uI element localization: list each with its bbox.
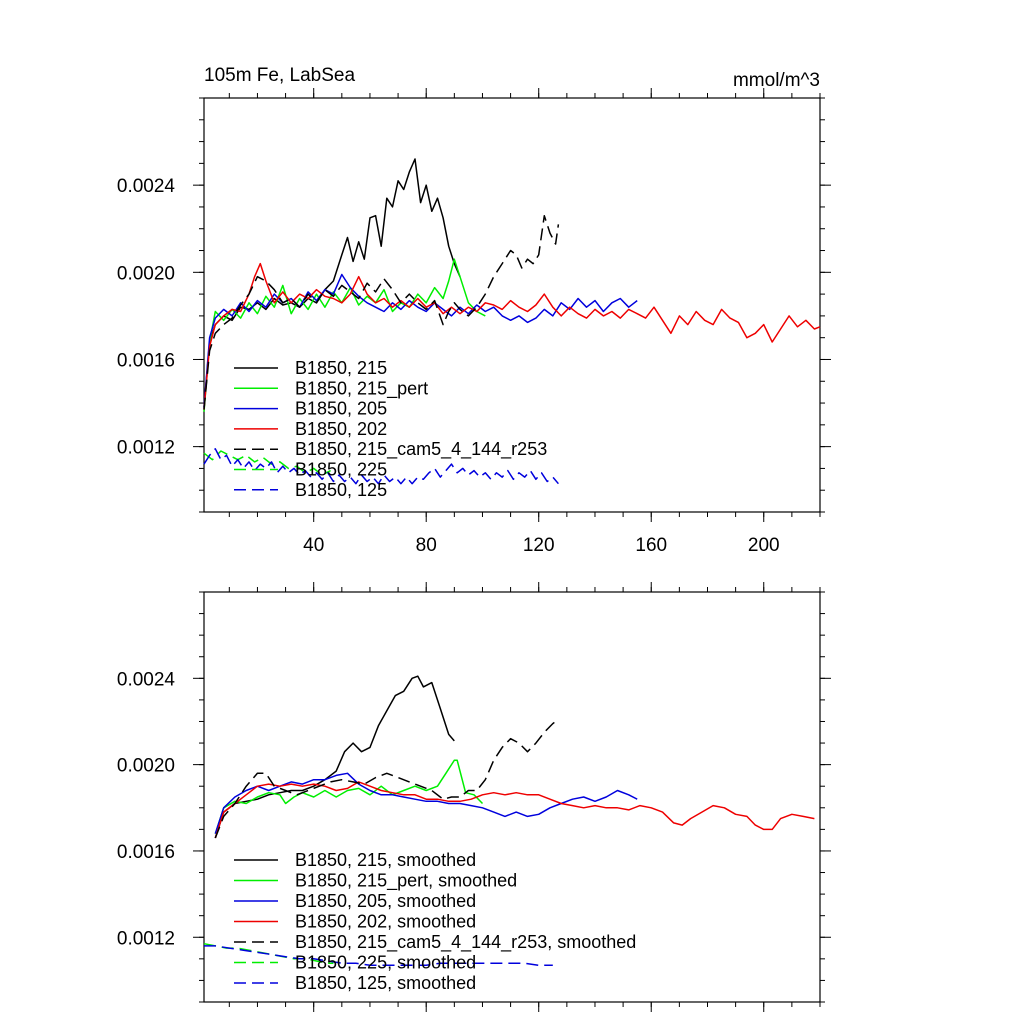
plot-frame xyxy=(203,97,821,513)
legend-label: B1850, 125 xyxy=(295,480,387,500)
legend-label: B1850, 215, smoothed xyxy=(295,850,476,870)
y-tick-label: 0.0012 xyxy=(117,438,175,459)
y-tick-label: 0.0012 xyxy=(117,928,175,949)
bottom-panel: 0.0012 0.0016 0.0020 0.0024 B1850, 215, smoo… xyxy=(117,582,831,1012)
y-tick-label: 0.0020 xyxy=(117,756,175,777)
series-line-3 xyxy=(203,273,638,408)
top-panel: 40 80 120 160 200 0.0012 0.0016 0.0020 0.0024 105… xyxy=(117,65,831,556)
y-tick-label: 0.0020 xyxy=(117,263,175,284)
x-tick-label: 160 xyxy=(635,535,667,556)
series-line-2 xyxy=(214,759,484,834)
legend-label: B1850, 202, smoothed xyxy=(295,912,476,932)
series-line-4 xyxy=(203,262,821,410)
y-tick-label: 0.0016 xyxy=(117,350,175,371)
x-tick-label: 40 xyxy=(303,535,324,556)
series-line-7 xyxy=(204,945,553,967)
legend-label: B1850, 125, smoothed xyxy=(295,973,476,993)
series-line-7 xyxy=(203,448,559,485)
y-tick-label: 0.0024 xyxy=(117,176,176,197)
series-line-2 xyxy=(203,258,486,412)
series-line-4 xyxy=(214,781,815,839)
x-tick-label: 120 xyxy=(523,535,555,556)
chart-title: 105m Fe, LabSea xyxy=(204,65,355,86)
legend-label: B1850, 215_pert xyxy=(295,378,428,399)
units-label: mmol/m^3 xyxy=(733,70,820,91)
legend-label: B1850, 225 xyxy=(295,460,387,480)
plot-frame xyxy=(203,591,821,1003)
legend-label: B1850, 205, smoothed xyxy=(295,891,476,911)
x-tick-label: 200 xyxy=(748,535,780,556)
legend-label: B1850, 215 xyxy=(295,358,387,378)
y-tick-label: 0.0016 xyxy=(117,842,175,863)
series-line-3 xyxy=(214,772,638,834)
legend-label: B1850, 215_cam5_4_144_r253, smoothed xyxy=(295,932,636,953)
legend-label: B1850, 225, smoothed xyxy=(295,953,476,973)
series-line-6 xyxy=(203,450,331,476)
series-line-5 xyxy=(214,718,559,839)
legend-label: B1850, 205 xyxy=(295,399,387,419)
legend-label: B1850, 202 xyxy=(295,419,387,439)
y-tick-label: 0.0024 xyxy=(117,669,176,690)
series-line-5 xyxy=(203,214,560,410)
legend-label: B1850, 215_cam5_4_144_r253 xyxy=(295,439,547,460)
legend-label: B1850, 215_pert, smoothed xyxy=(295,871,517,892)
series-line-1 xyxy=(214,675,455,839)
x-tick-label: 80 xyxy=(416,535,437,556)
